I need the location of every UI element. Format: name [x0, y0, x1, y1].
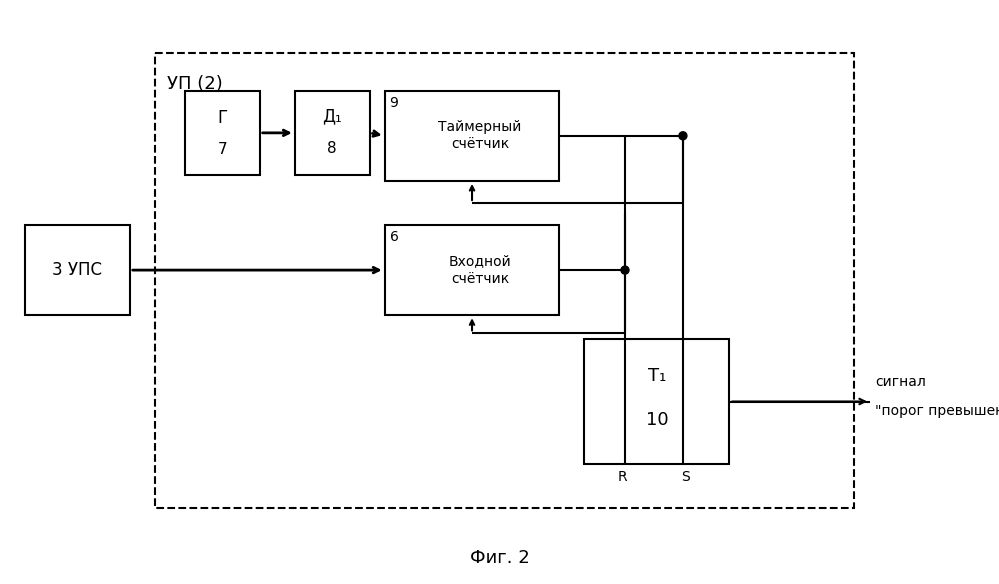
Text: 6: 6 — [390, 230, 399, 244]
Text: Входной
счётчик: Входной счётчик — [449, 255, 511, 286]
Circle shape — [621, 266, 629, 274]
Text: Д₁: Д₁ — [323, 107, 342, 125]
Text: 10: 10 — [645, 411, 668, 429]
Text: 7: 7 — [218, 142, 227, 157]
Text: УП (2): УП (2) — [167, 75, 223, 92]
Bar — [385, 225, 559, 315]
Text: R: R — [617, 470, 626, 484]
Text: Таймерный
счётчик: Таймерный счётчик — [439, 120, 521, 151]
Text: 3 УПС: 3 УПС — [52, 261, 103, 279]
Text: "порог превышен": "порог превышен" — [875, 404, 999, 418]
Bar — [584, 339, 729, 464]
Text: 8: 8 — [328, 141, 337, 155]
Text: Т₁: Т₁ — [647, 367, 666, 385]
Text: Г: Г — [217, 109, 228, 127]
Bar — [185, 91, 260, 175]
Circle shape — [679, 132, 687, 140]
Bar — [155, 53, 854, 508]
Text: Фиг. 2: Фиг. 2 — [470, 549, 529, 566]
Bar — [295, 91, 370, 175]
Text: сигнал: сигнал — [875, 376, 926, 390]
Bar — [385, 91, 559, 181]
Bar — [25, 225, 130, 315]
Text: S: S — [681, 470, 690, 484]
Text: 9: 9 — [390, 96, 399, 110]
